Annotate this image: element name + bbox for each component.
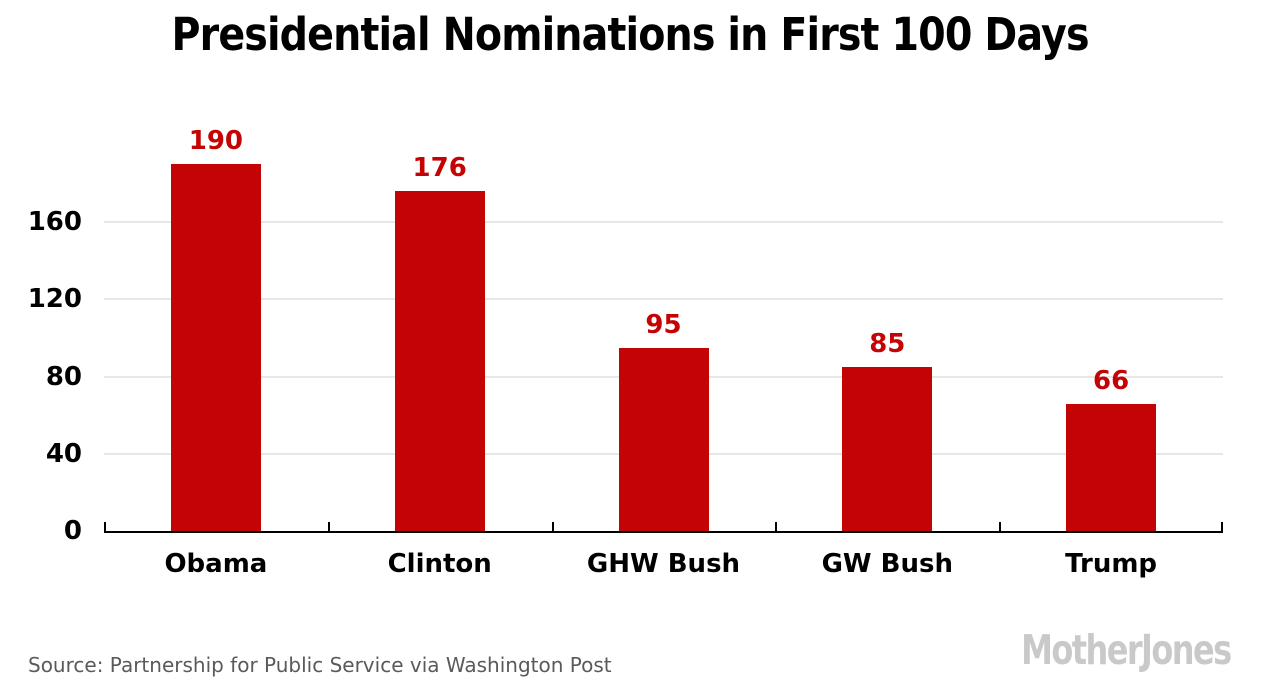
- value-label-clinton: 176: [412, 153, 467, 184]
- chart-title-text: Presidential Nominations in First 100 Da…: [171, 8, 1090, 61]
- y-tick-label-160: 160: [27, 207, 82, 238]
- y-tick-label-0: 0: [63, 516, 82, 546]
- bar-clinton: [394, 191, 485, 531]
- x-axis-tick-4: [999, 522, 1002, 531]
- value-label-trump: 66: [1092, 365, 1130, 396]
- chart-title: Presidential Nominations in First 100 Da…: [0, 8, 1261, 61]
- x-axis-tick-1: [327, 522, 330, 531]
- bar-obama: [170, 164, 261, 531]
- gridline-160: [104, 221, 1223, 224]
- source-credit: Source: Partnership for Public Service v…: [28, 653, 612, 677]
- x-axis-tick-0: [104, 522, 106, 531]
- x-axis-tick-5: [1221, 522, 1223, 531]
- y-tick-label-80: 80: [45, 361, 82, 392]
- x-tick-label-ghw-bush: GHW Bush: [586, 549, 741, 579]
- x-axis-tick-3: [775, 522, 778, 531]
- x-tick-label-trump: Trump: [1065, 549, 1158, 579]
- value-label-obama: 190: [188, 126, 244, 157]
- motherjones-logo: MotherJones: [1021, 626, 1232, 674]
- x-tick-label-obama: Obama: [164, 549, 268, 579]
- gridline-120: [104, 298, 1223, 301]
- value-label-gw-bush: 85: [869, 328, 906, 359]
- bar-ghw-bush: [618, 347, 709, 531]
- bar-gw-bush: [842, 366, 933, 531]
- bar-trump: [1066, 403, 1157, 531]
- y-tick-label-40: 40: [45, 438, 82, 469]
- y-tick-label-120: 120: [27, 284, 82, 315]
- x-axis-tick-2: [551, 522, 554, 531]
- x-tick-label-gw-bush: GW Bush: [821, 549, 953, 579]
- x-axis-line: [104, 531, 1223, 533]
- value-label-ghw-bush: 95: [645, 309, 682, 340]
- x-tick-label-clinton: Clinton: [387, 549, 492, 579]
